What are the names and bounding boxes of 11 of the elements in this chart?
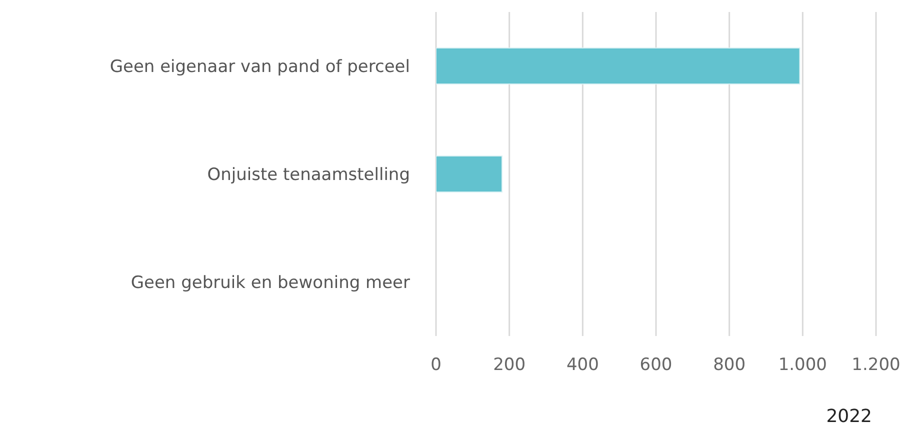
- x-tick-label: 1.200: [852, 355, 900, 376]
- x-tick-label: 600: [640, 355, 672, 376]
- x-tick-label: 400: [566, 355, 599, 376]
- x-tick-label: 200: [493, 355, 526, 376]
- y-tick-label: Onjuiste tenaamstelling: [207, 165, 410, 186]
- y-tick-label: Geen eigenaar van pand of perceel: [110, 57, 410, 78]
- x-axis-title: 2022: [826, 406, 872, 427]
- x-tick-label: 1.000: [778, 355, 828, 376]
- y-tick-label: Geen gebruik en bewoning meer: [130, 273, 410, 294]
- x-tick-label: 800: [713, 355, 746, 376]
- x-tick-label: 0: [430, 355, 442, 376]
